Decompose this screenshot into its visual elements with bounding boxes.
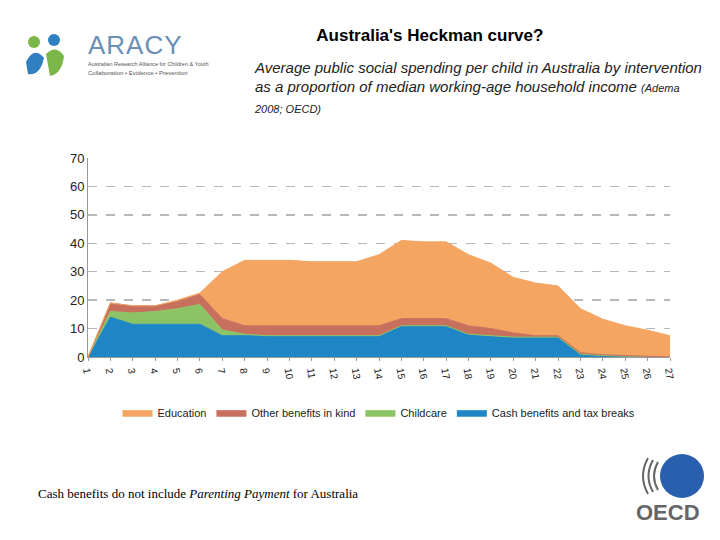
svg-text:24: 24 — [596, 367, 609, 380]
svg-text:10: 10 — [70, 321, 84, 336]
svg-text:23: 23 — [574, 367, 587, 380]
svg-text:8: 8 — [238, 367, 250, 375]
svg-text:21: 21 — [529, 367, 542, 380]
svg-text:Other benefits in kind: Other benefits in kind — [251, 407, 355, 419]
svg-text:19: 19 — [484, 367, 497, 380]
svg-text:2: 2 — [103, 367, 115, 375]
svg-text:60: 60 — [70, 179, 84, 194]
svg-text:9: 9 — [260, 367, 272, 375]
html-text:Average public social spending: Average public social spending per child… — [255, 59, 702, 115]
svg-text:26: 26 — [641, 367, 654, 380]
svg-text:5: 5 — [171, 367, 183, 375]
html-text:Cash benefits do not include P: Cash benefits do not include Parenting P… — [38, 486, 359, 501]
svg-text:16: 16 — [417, 367, 430, 380]
svg-text:6: 6 — [193, 367, 205, 375]
svg-text:Education: Education — [158, 407, 207, 419]
svg-text:Childcare: Childcare — [400, 407, 446, 419]
svg-text:13: 13 — [350, 367, 363, 380]
svg-text:1: 1 — [81, 367, 93, 375]
html-text:ARACY: ARACY — [88, 30, 183, 60]
svg-text:11: 11 — [305, 367, 318, 380]
svg-text:25: 25 — [618, 367, 631, 380]
svg-text:30: 30 — [70, 264, 84, 279]
svg-text:15: 15 — [394, 367, 407, 380]
svg-text:Australia's Heckman curve?: Australia's Heckman curve? — [316, 26, 543, 45]
svg-text:4: 4 — [148, 367, 160, 375]
svg-text:14: 14 — [372, 367, 385, 380]
svg-text:Cash benefits and tax breaks: Cash benefits and tax breaks — [492, 407, 635, 419]
svg-text:17: 17 — [439, 367, 452, 380]
svg-text:7: 7 — [215, 367, 227, 375]
svg-text:50: 50 — [70, 207, 84, 222]
svg-text:18: 18 — [462, 367, 475, 380]
svg-text:27: 27 — [663, 367, 676, 380]
svg-text:40: 40 — [70, 236, 84, 251]
svg-text:20: 20 — [70, 293, 84, 308]
svg-text:3: 3 — [126, 367, 138, 375]
svg-text:22: 22 — [551, 367, 564, 380]
svg-text:10: 10 — [283, 367, 296, 380]
svg-text:70: 70 — [70, 151, 84, 166]
html-text:OECD: OECD — [636, 500, 700, 525]
svg-text:20: 20 — [506, 367, 519, 380]
svg-text:12: 12 — [327, 367, 340, 380]
svg-text:0: 0 — [77, 350, 84, 365]
html-text:Collaboration • Evidence • Pre: Collaboration • Evidence • Prevention — [88, 70, 188, 76]
html-text:Australian Research Alliance f: Australian Research Alliance for Childre… — [88, 61, 209, 67]
